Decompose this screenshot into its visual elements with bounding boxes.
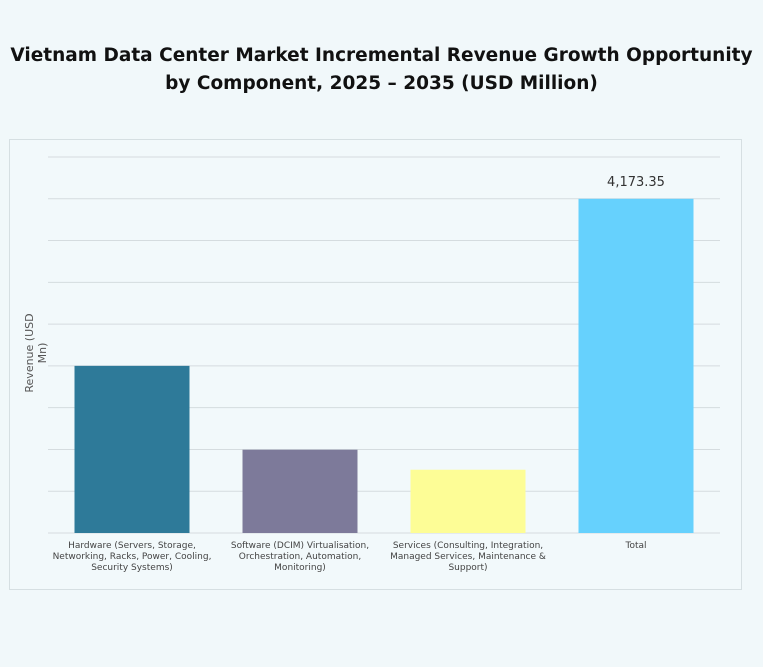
bar — [242, 449, 358, 533]
x-tick-label: Total — [625, 541, 647, 551]
bar — [74, 365, 190, 533]
bar — [578, 198, 694, 534]
x-tick-label: Services (Consulting, Integration, Manag… — [390, 541, 546, 573]
data-label: 4,173.35 — [607, 174, 665, 190]
chart-title: Vietnam Data Center Market Incremental R… — [10, 45, 753, 94]
bar — [410, 469, 526, 533]
x-tick-label: Software (DCIM) Virtualisation, Orchestr… — [230, 541, 370, 573]
x-tick-label: Hardware (Servers, Storage, Networking, … — [52, 541, 212, 573]
